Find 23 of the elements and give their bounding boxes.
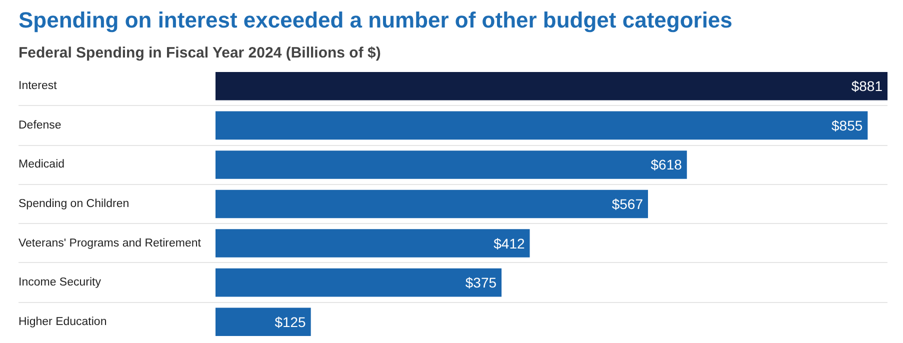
bar xyxy=(216,111,868,140)
y-tick-label: Income Security xyxy=(18,276,102,289)
bar xyxy=(216,229,530,258)
bar xyxy=(216,308,311,336)
chart-title: Spending on interest exceeded a number of other budget categories xyxy=(18,8,732,32)
bar xyxy=(216,72,888,100)
y-tick-label: Veterans' Programs and Retirement xyxy=(18,237,202,250)
y-tick-label: Interest xyxy=(18,80,58,92)
data-label: $881 xyxy=(851,78,883,94)
y-tick-label: Higher Education xyxy=(18,316,107,328)
data-label: $125 xyxy=(274,314,306,330)
data-label: $618 xyxy=(650,156,682,173)
data-label: $375 xyxy=(465,274,497,291)
data-label: $567 xyxy=(612,196,644,212)
data-label: $855 xyxy=(832,117,863,134)
y-tick-label: Defense xyxy=(18,119,62,132)
bar xyxy=(216,190,648,218)
y-tick-label: Spending on Children xyxy=(18,198,130,210)
data-label: $412 xyxy=(494,235,525,252)
y-tick-label: Medicaid xyxy=(18,158,65,171)
bar xyxy=(216,150,687,179)
chart-subtitle: Federal Spending in Fiscal Year 2024 (Billions of $) xyxy=(18,44,381,62)
bar xyxy=(216,268,502,297)
